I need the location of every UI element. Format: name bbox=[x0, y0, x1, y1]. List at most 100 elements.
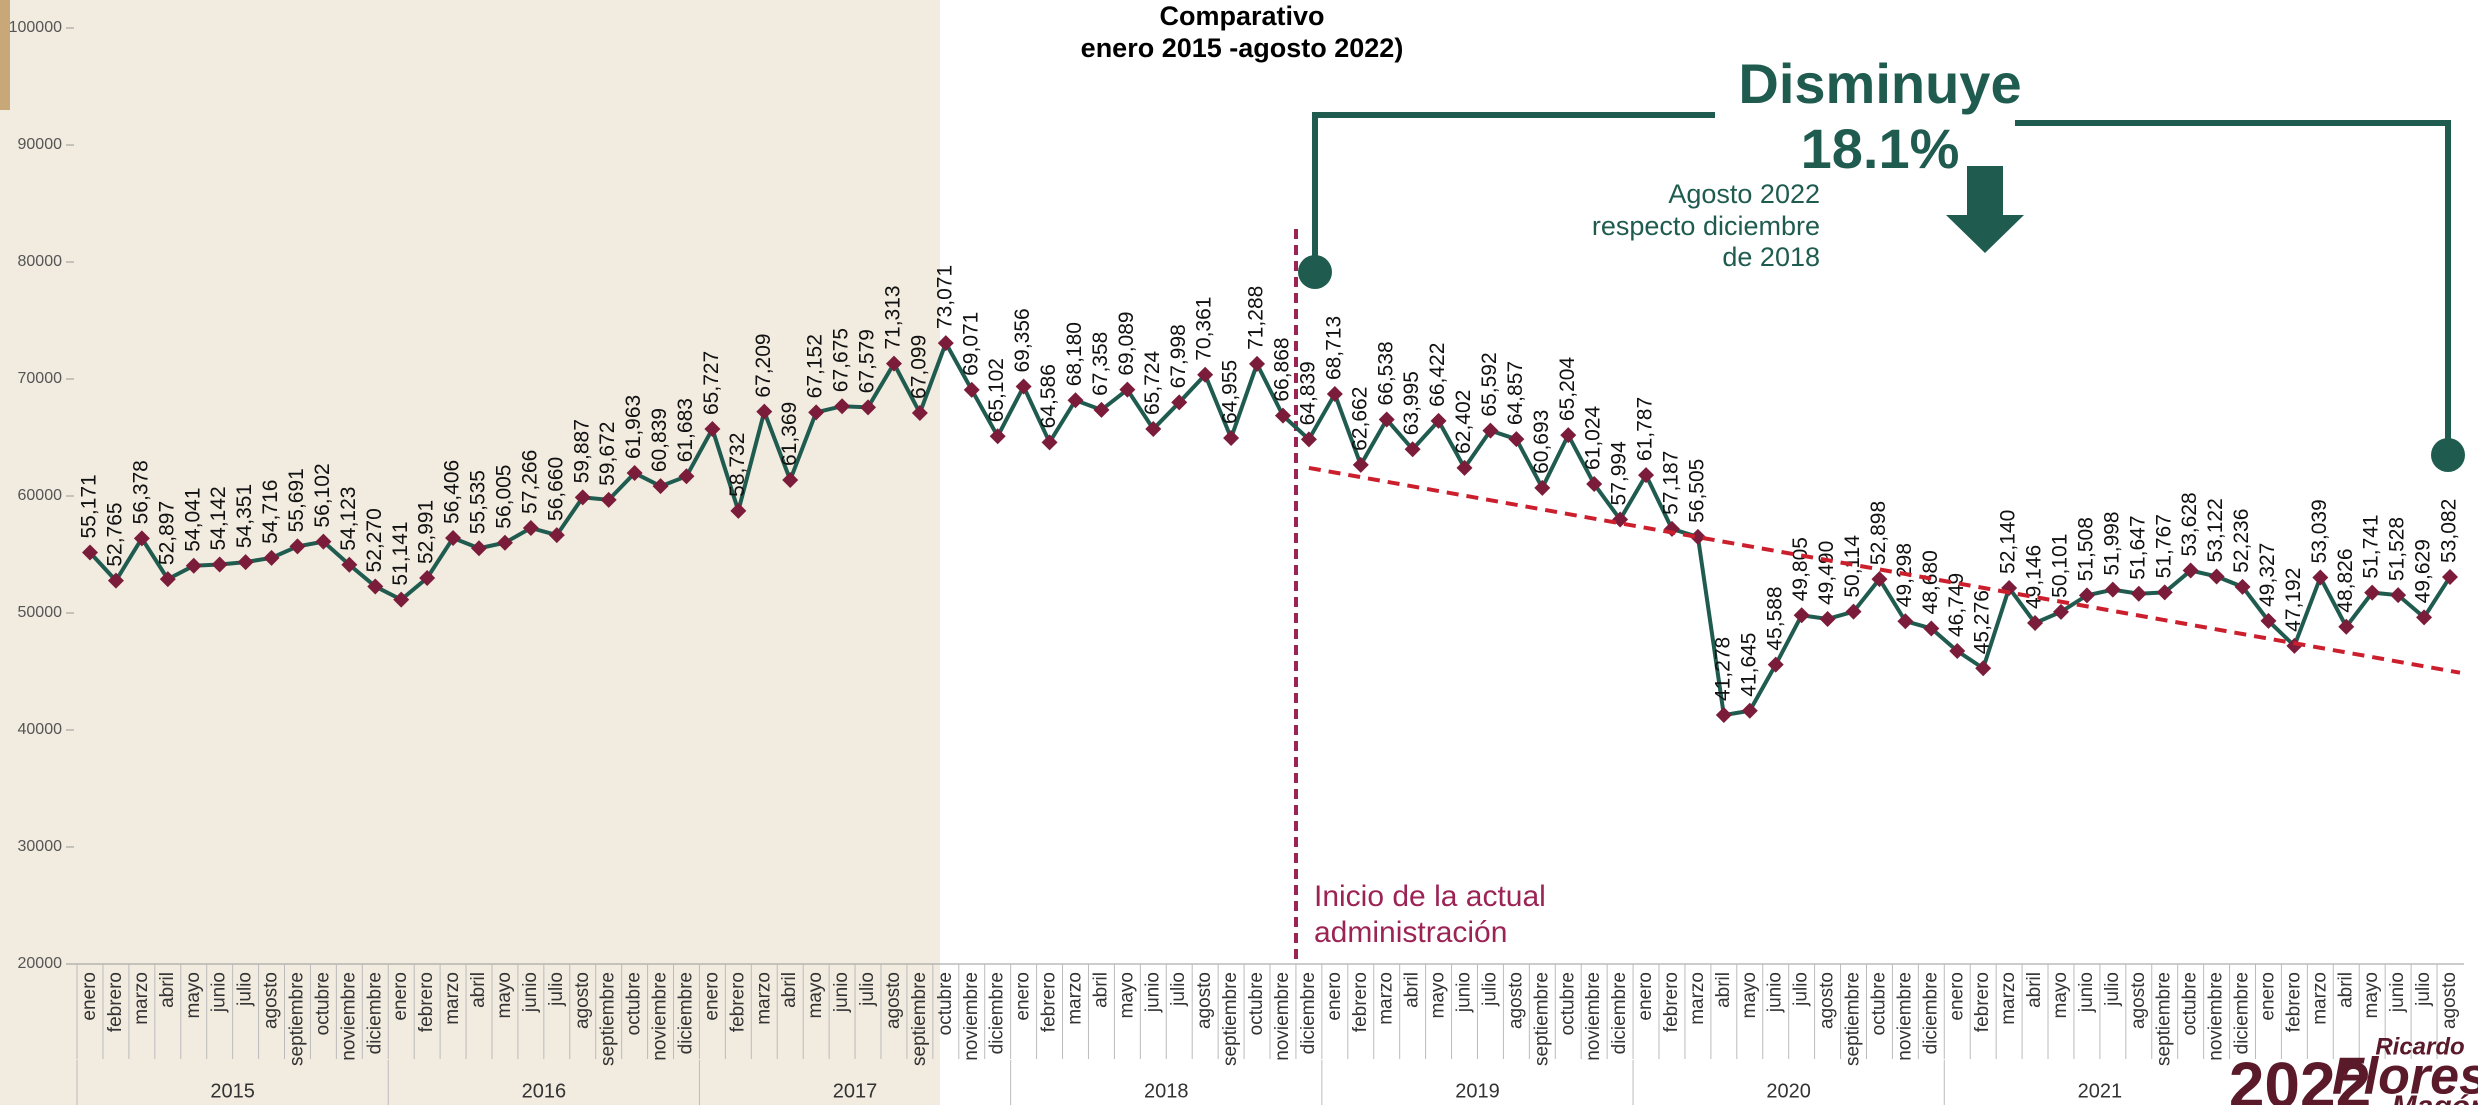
x-tick-label: junio bbox=[1765, 972, 1786, 1013]
start-note: administración bbox=[1314, 916, 1507, 949]
data-label: 58,732 bbox=[726, 433, 749, 497]
x-tick-label: noviembre bbox=[1894, 972, 1915, 1061]
data-label: 49,327 bbox=[2256, 543, 2279, 607]
marker bbox=[1249, 356, 1265, 372]
x-tick-label: agosto bbox=[1817, 972, 1838, 1029]
x-tick-label: julio bbox=[1791, 972, 1812, 1007]
x-tick-label: junio bbox=[1454, 972, 1475, 1013]
x-tick-label: diciembre bbox=[1920, 972, 1941, 1054]
data-label: 53,039 bbox=[2308, 499, 2331, 563]
logo-name: Magón bbox=[2392, 1090, 2478, 1105]
x-tick-label: enero bbox=[1946, 972, 1967, 1021]
x-tick-label: mayo bbox=[805, 972, 826, 1018]
data-label: 48,826 bbox=[2334, 549, 2357, 613]
data-label: 56,378 bbox=[129, 460, 152, 524]
data-label: 56,406 bbox=[441, 460, 464, 524]
note: de 2018 bbox=[1722, 242, 1820, 272]
data-label: 51,528 bbox=[2386, 517, 2409, 581]
marker bbox=[2312, 569, 2328, 585]
data-label: 55,535 bbox=[467, 470, 490, 534]
data-label: 51,647 bbox=[2126, 515, 2149, 579]
data-label: 67,998 bbox=[1167, 324, 1190, 388]
x-tick-label: diciembre bbox=[2232, 972, 2253, 1054]
data-label: 60,839 bbox=[648, 408, 671, 472]
data-label: 66,422 bbox=[1426, 343, 1449, 407]
data-label: 71,313 bbox=[882, 285, 905, 349]
x-tick-label: octubre bbox=[935, 972, 956, 1035]
data-label: 51,767 bbox=[2152, 514, 2175, 578]
marker bbox=[1794, 607, 1810, 623]
x-tick-label: mayo bbox=[1739, 972, 1760, 1018]
x-tick-label: febrero bbox=[1661, 972, 1682, 1032]
x-tick-label: agosto bbox=[2439, 972, 2460, 1029]
data-label: 47,192 bbox=[2282, 568, 2305, 632]
x-tick-label: junio bbox=[520, 972, 541, 1013]
data-label: 57,266 bbox=[518, 450, 541, 514]
data-label: 57,994 bbox=[1608, 441, 1631, 506]
data-label: 54,716 bbox=[259, 480, 282, 544]
x-tick-label: abril bbox=[157, 972, 178, 1008]
x-tick-label: diciembre bbox=[1298, 972, 1319, 1054]
x-tick-label: mayo bbox=[183, 972, 204, 1018]
x-tick-label: agosto bbox=[2128, 972, 2149, 1029]
y-tick-label: 90000 bbox=[18, 136, 63, 153]
data-label: 53,122 bbox=[2204, 498, 2227, 562]
x-tick-label: febrero bbox=[1350, 972, 1371, 1032]
x-tick-label: marzo bbox=[753, 972, 774, 1025]
data-label: 66,538 bbox=[1374, 341, 1397, 405]
marker bbox=[1223, 430, 1239, 446]
data-label: 45,276 bbox=[1971, 590, 1994, 654]
bracket-dot bbox=[1298, 255, 1332, 289]
x-tick-label: marzo bbox=[2309, 972, 2330, 1025]
marker bbox=[1716, 707, 1732, 723]
y-tick-label: 60000 bbox=[18, 487, 63, 504]
data-label: 51,741 bbox=[2360, 514, 2383, 578]
year-label: 2017 bbox=[833, 1080, 878, 1102]
x-tick-label: marzo bbox=[1687, 972, 1708, 1025]
data-label: 61,369 bbox=[778, 402, 801, 466]
data-label: 61,787 bbox=[1634, 397, 1657, 461]
year-label: 2018 bbox=[1144, 1080, 1189, 1102]
accent-bar bbox=[0, 0, 10, 110]
data-label: 52,897 bbox=[155, 501, 178, 565]
bracket-right bbox=[2015, 123, 2448, 455]
data-label: 53,628 bbox=[2178, 492, 2201, 556]
marker bbox=[1560, 427, 1576, 443]
x-tick-label: mayo bbox=[1116, 972, 1137, 1018]
data-label: 64,586 bbox=[1037, 364, 1060, 428]
y-tick-label: 40000 bbox=[18, 721, 63, 738]
data-label: 41,278 bbox=[1711, 637, 1734, 701]
x-tick-label: febrero bbox=[2283, 972, 2304, 1032]
x-tick-label: septiembre bbox=[2154, 972, 2175, 1066]
x-tick-label: diciembre bbox=[1609, 972, 1630, 1054]
data-label: 61,024 bbox=[1582, 405, 1605, 470]
data-label: 54,351 bbox=[233, 484, 256, 548]
marker bbox=[964, 382, 980, 398]
x-tick-label: febrero bbox=[1039, 972, 1060, 1032]
x-tick-label: julio bbox=[2102, 972, 2123, 1007]
data-label: 60,693 bbox=[1530, 410, 1553, 474]
data-label: 48,680 bbox=[1919, 550, 1942, 614]
x-tick-label: octubre bbox=[312, 972, 333, 1035]
data-label: 45,588 bbox=[1763, 586, 1786, 650]
x-tick-label: noviembre bbox=[1272, 972, 1293, 1061]
x-tick-label: septiembre bbox=[1531, 972, 1552, 1066]
marker bbox=[1327, 386, 1343, 402]
x-tick-label: marzo bbox=[442, 972, 463, 1025]
data-label: 56,660 bbox=[544, 457, 567, 521]
data-label: 69,071 bbox=[959, 312, 982, 376]
data-label: 67,099 bbox=[907, 335, 930, 399]
x-tick-label: diciembre bbox=[364, 972, 385, 1054]
data-label: 65,727 bbox=[700, 351, 723, 415]
change: 18.1% bbox=[1801, 117, 1960, 180]
marker bbox=[1638, 467, 1654, 483]
x-tick-label: junio bbox=[2076, 972, 2097, 1013]
data-label: 55,171 bbox=[78, 474, 101, 538]
data-label: 54,142 bbox=[207, 486, 230, 550]
data-label: 51,998 bbox=[2100, 511, 2123, 575]
x-tick-label: enero bbox=[1013, 972, 1034, 1021]
y-tick-label: 50000 bbox=[18, 604, 63, 621]
start-note: Inicio de la actual bbox=[1314, 880, 1546, 913]
data-label: 54,123 bbox=[337, 487, 360, 551]
marker bbox=[1820, 611, 1836, 627]
